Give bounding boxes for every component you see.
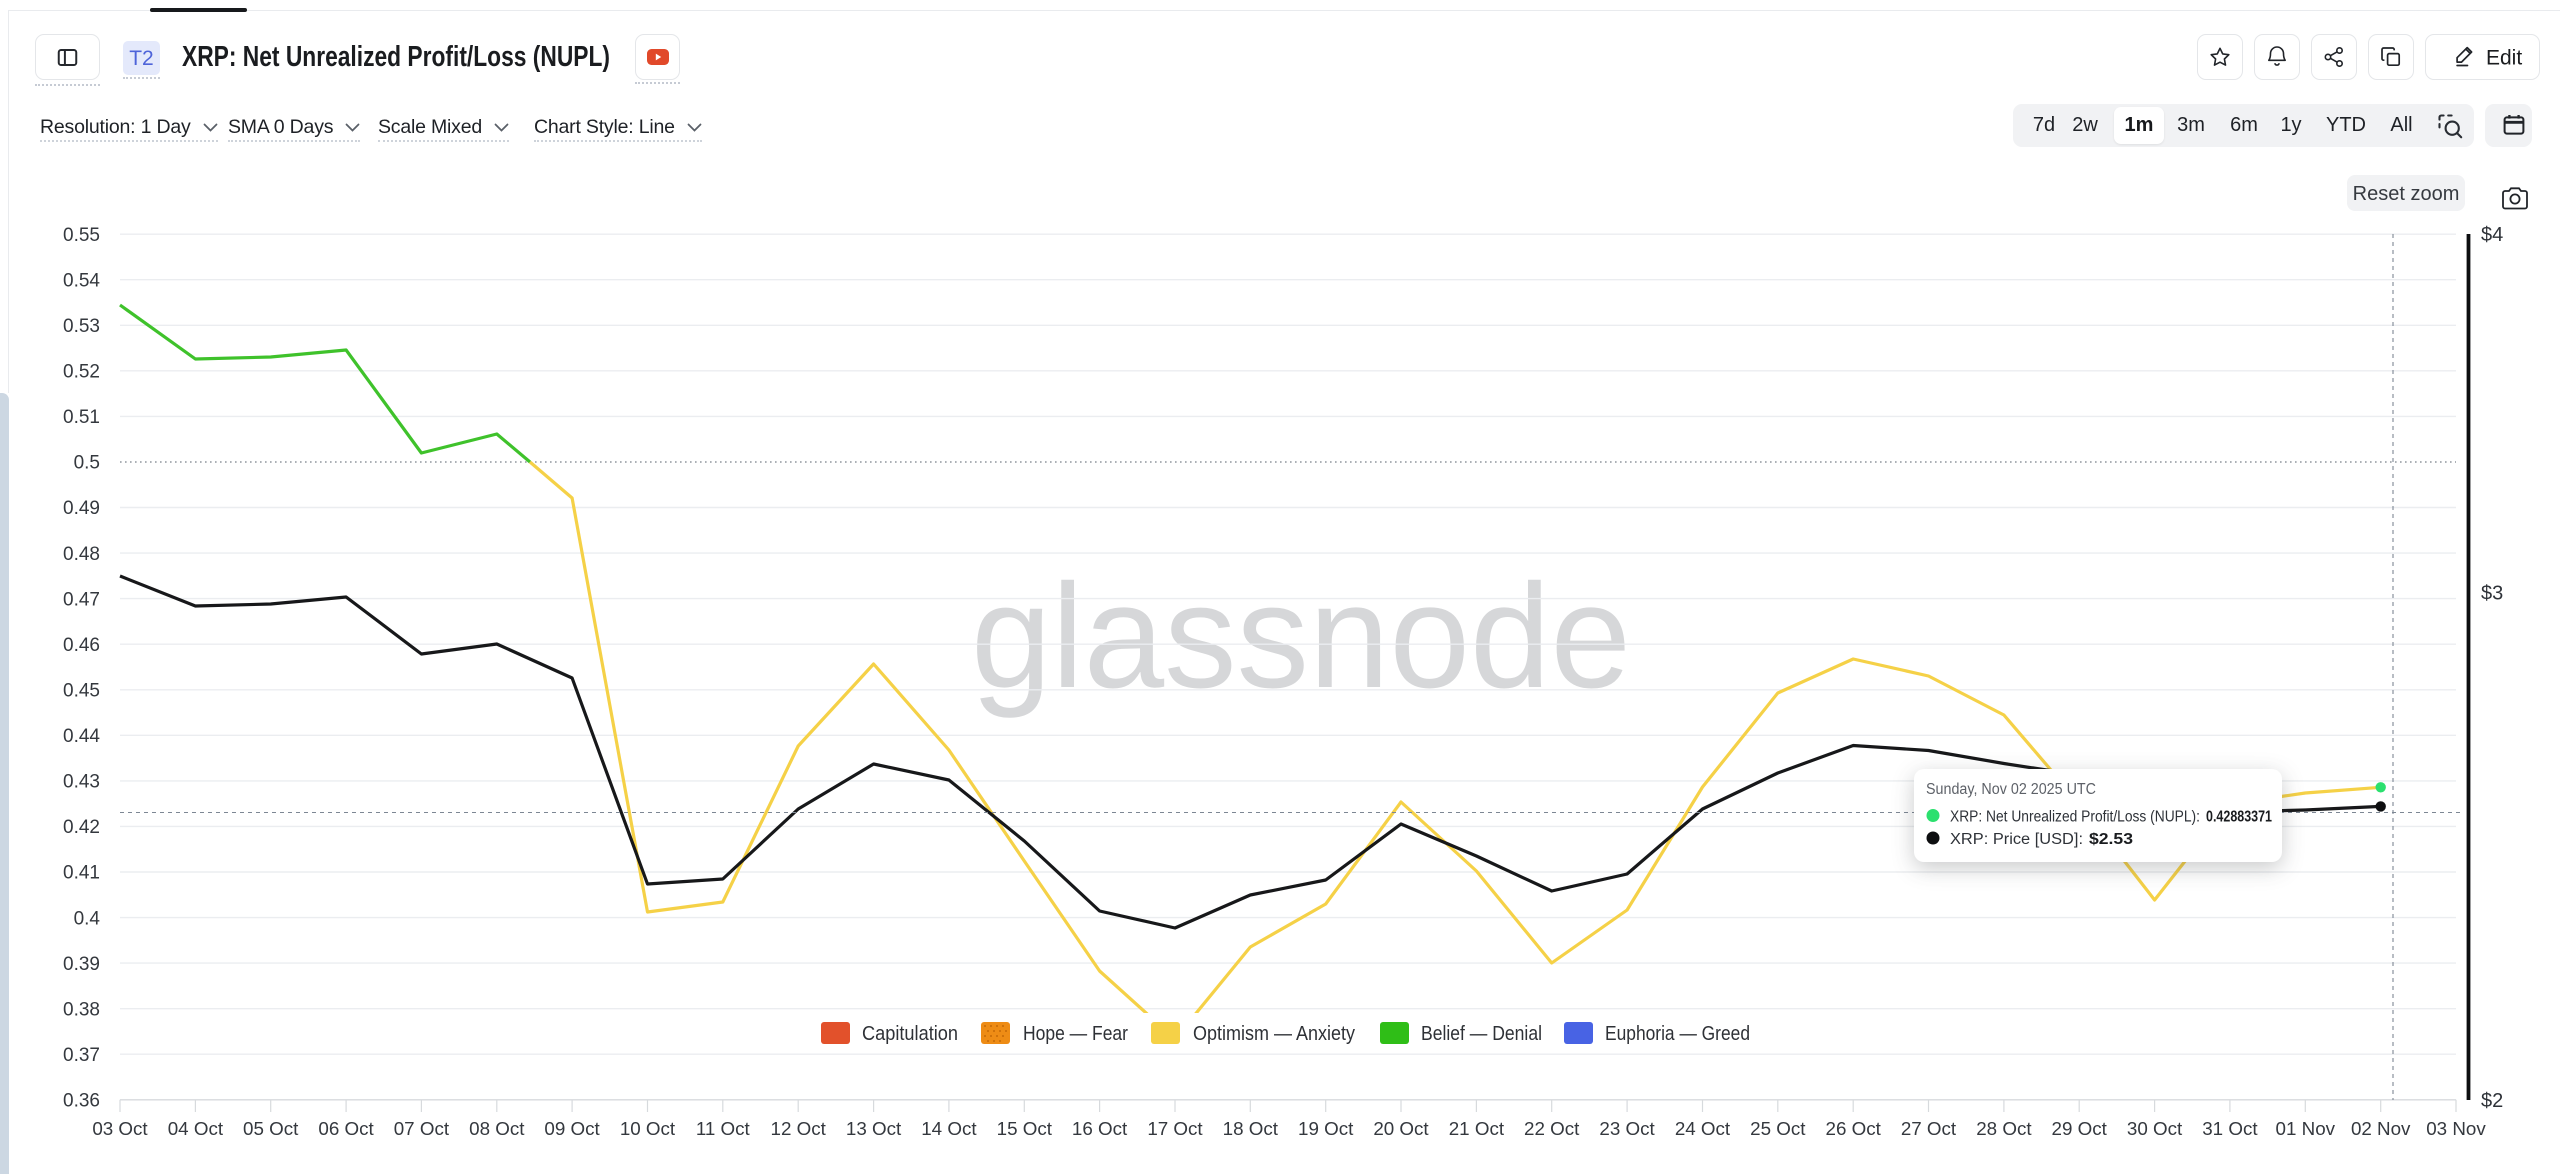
svg-text:05 Oct: 05 Oct xyxy=(243,1118,299,1139)
svg-text:30 Oct: 30 Oct xyxy=(2127,1118,2183,1139)
svg-text:23 Oct: 23 Oct xyxy=(1599,1118,1655,1139)
svg-text:0.48: 0.48 xyxy=(63,544,100,565)
svg-text:0.37: 0.37 xyxy=(63,1045,100,1066)
svg-text:0.49: 0.49 xyxy=(63,498,100,519)
svg-text:02 Nov: 02 Nov xyxy=(2351,1118,2411,1139)
svg-text:T2: T2 xyxy=(129,47,154,70)
svg-text:Euphoria — Greed: Euphoria — Greed xyxy=(1605,1022,1750,1045)
svg-text:XRP: Price [USD]:: XRP: Price [USD]: xyxy=(1950,831,2083,848)
svg-text:$2: $2 xyxy=(2481,1090,2503,1112)
svg-text:04 Oct: 04 Oct xyxy=(168,1118,224,1139)
svg-text:Sunday, Nov 02 2025 UTC: Sunday, Nov 02 2025 UTC xyxy=(1926,781,2096,798)
svg-text:03 Nov: 03 Nov xyxy=(2426,1118,2486,1139)
svg-text:0.51: 0.51 xyxy=(63,407,100,428)
svg-text:17 Oct: 17 Oct xyxy=(1147,1118,1203,1139)
svg-text:0.47: 0.47 xyxy=(63,589,100,610)
svg-text:21 Oct: 21 Oct xyxy=(1449,1118,1505,1139)
svg-text:0.39: 0.39 xyxy=(63,954,100,975)
svg-text:XRP: Net Unrealized Profit/Los: XRP: Net Unrealized Profit/Loss (NUPL): xyxy=(1950,809,2200,826)
svg-text:0.41: 0.41 xyxy=(63,863,100,884)
svg-text:10 Oct: 10 Oct xyxy=(620,1118,676,1139)
svg-text:Capitulation: Capitulation xyxy=(862,1022,958,1045)
svg-text:20 Oct: 20 Oct xyxy=(1373,1118,1429,1139)
svg-text:01 Nov: 01 Nov xyxy=(2276,1118,2336,1139)
svg-text:0.5: 0.5 xyxy=(74,453,100,474)
svg-text:31 Oct: 31 Oct xyxy=(2202,1118,2258,1139)
svg-text:0.42883371: 0.42883371 xyxy=(2206,809,2272,826)
svg-text:0.43: 0.43 xyxy=(63,772,100,793)
svg-text:28 Oct: 28 Oct xyxy=(1976,1118,2032,1139)
svg-text:25 Oct: 25 Oct xyxy=(1750,1118,1806,1139)
svg-text:09 Oct: 09 Oct xyxy=(544,1118,600,1139)
svg-text:29 Oct: 29 Oct xyxy=(2052,1118,2108,1139)
svg-text:$4: $4 xyxy=(2481,224,2503,246)
svg-text:Reset zoom: Reset zoom xyxy=(2353,183,2460,205)
svg-text:26 Oct: 26 Oct xyxy=(1826,1118,1882,1139)
svg-text:08 Oct: 08 Oct xyxy=(469,1118,525,1139)
svg-text:0.45: 0.45 xyxy=(63,681,100,702)
svg-text:$2.53: $2.53 xyxy=(2089,831,2133,848)
svg-text:0.55: 0.55 xyxy=(63,225,100,246)
svg-text:0.42: 0.42 xyxy=(63,817,100,838)
svg-text:Belief — Denial: Belief — Denial xyxy=(1421,1022,1542,1045)
svg-text:glassnode: glassnode xyxy=(971,554,1631,719)
svg-text:22 Oct: 22 Oct xyxy=(1524,1118,1580,1139)
svg-text:19 Oct: 19 Oct xyxy=(1298,1118,1354,1139)
svg-text:0.44: 0.44 xyxy=(63,726,100,747)
svg-text:07 Oct: 07 Oct xyxy=(394,1118,450,1139)
svg-text:27 Oct: 27 Oct xyxy=(1901,1118,1957,1139)
svg-text:16 Oct: 16 Oct xyxy=(1072,1118,1128,1139)
svg-text:0.54: 0.54 xyxy=(63,271,100,292)
svg-text:12 Oct: 12 Oct xyxy=(771,1118,827,1139)
svg-text:24 Oct: 24 Oct xyxy=(1675,1118,1731,1139)
svg-text:Optimism — Anxiety: Optimism — Anxiety xyxy=(1193,1022,1356,1045)
svg-text:0.52: 0.52 xyxy=(63,362,100,383)
svg-text:11 Oct: 11 Oct xyxy=(696,1118,751,1139)
svg-text:0.46: 0.46 xyxy=(63,635,100,656)
svg-text:15 Oct: 15 Oct xyxy=(997,1118,1053,1139)
svg-text:XRP: Net Unrealized Profit/Los: XRP: Net Unrealized Profit/Loss (NUPL) xyxy=(182,41,610,73)
svg-text:Edit: Edit xyxy=(2486,47,2522,70)
svg-text:18 Oct: 18 Oct xyxy=(1223,1118,1279,1139)
svg-text:0.4: 0.4 xyxy=(74,908,101,929)
svg-text:06 Oct: 06 Oct xyxy=(318,1118,374,1139)
svg-text:0.53: 0.53 xyxy=(63,316,100,337)
svg-text:$3: $3 xyxy=(2481,583,2503,605)
svg-text:03 Oct: 03 Oct xyxy=(92,1118,148,1139)
svg-text:0.38: 0.38 xyxy=(63,999,100,1020)
svg-text:Hope — Fear: Hope — Fear xyxy=(1023,1022,1128,1045)
svg-text:0.36: 0.36 xyxy=(63,1091,100,1112)
svg-text:14 Oct: 14 Oct xyxy=(921,1118,977,1139)
svg-text:13 Oct: 13 Oct xyxy=(846,1118,902,1139)
